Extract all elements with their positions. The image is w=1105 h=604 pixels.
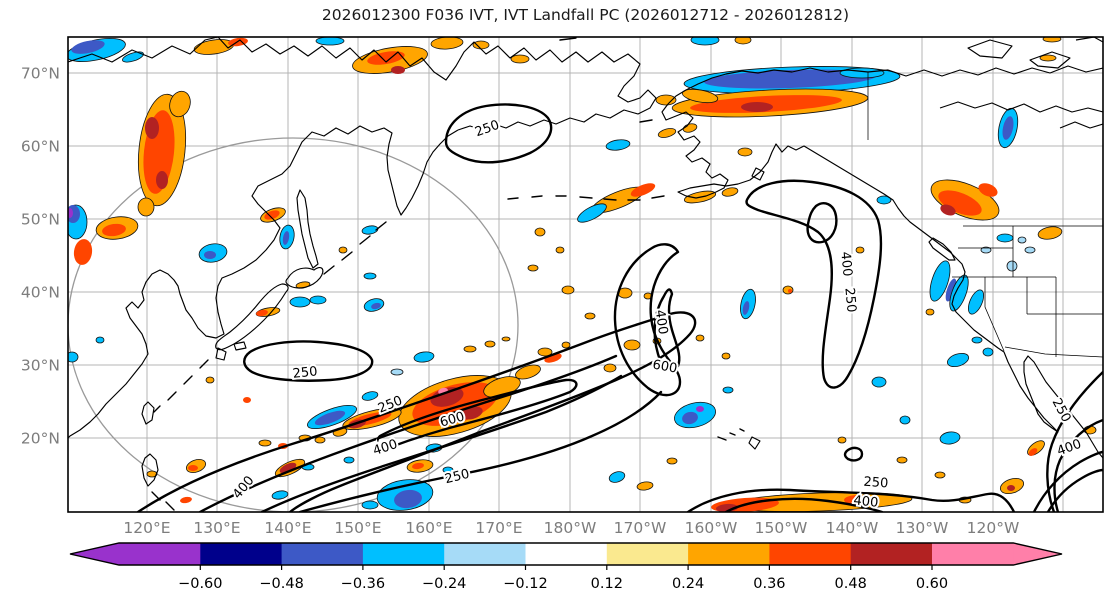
- svg-text:180°W: 180°W: [544, 519, 597, 537]
- svg-text:−0.12: −0.12: [503, 576, 547, 592]
- svg-text:140°W: 140°W: [826, 519, 879, 537]
- colorbar-over-arrow: [1013, 543, 1062, 565]
- svg-text:70°N: 70°N: [21, 64, 60, 82]
- svg-text:400: 400: [1055, 437, 1083, 460]
- svg-text:−0.60: −0.60: [178, 576, 222, 592]
- y-axis-labels: 70°N 60°N 50°N 40°N 30°N 20°N: [21, 64, 60, 447]
- svg-text:60°N: 60°N: [21, 137, 60, 155]
- svg-text:130°E: 130°E: [193, 519, 240, 537]
- svg-text:20°N: 20°N: [21, 429, 60, 447]
- svg-text:400: 400: [230, 473, 257, 502]
- ivt-contours: [136, 103, 1103, 512]
- svg-text:160°W: 160°W: [685, 519, 738, 537]
- svg-text:250: 250: [292, 364, 318, 382]
- svg-text:−0.48: −0.48: [259, 576, 303, 592]
- svg-text:30°N: 30°N: [21, 356, 60, 374]
- svg-text:50°N: 50°N: [21, 210, 60, 228]
- map-frame: [67, 36, 1104, 513]
- svg-text:140°E: 140°E: [264, 519, 311, 537]
- island-chains: [151, 37, 745, 511]
- svg-text:170°W: 170°W: [614, 519, 667, 537]
- x-axis-labels: 120°E 130°E 140°E 150°E 160°E 170°E 180°W 170°W…: [123, 519, 1019, 537]
- svg-text:−0.36: −0.36: [341, 576, 385, 592]
- svg-text:0.48: 0.48: [835, 576, 867, 592]
- svg-text:40°N: 40°N: [21, 283, 60, 301]
- svg-text:250: 250: [841, 287, 858, 313]
- anomaly-shading: [68, 37, 1097, 512]
- coastlines: [68, 37, 1103, 487]
- svg-text:400: 400: [853, 493, 879, 511]
- svg-text:150°W: 150°W: [755, 519, 808, 537]
- svg-text:160°E: 160°E: [405, 519, 452, 537]
- svg-text:150°E: 150°E: [334, 519, 381, 537]
- svg-text:250: 250: [473, 118, 501, 141]
- map-content: [68, 37, 1103, 512]
- svg-text:−0.24: −0.24: [422, 576, 466, 592]
- colorbar-under-arrow: [70, 543, 119, 565]
- svg-text:250: 250: [1049, 396, 1074, 425]
- svg-text:400: 400: [837, 251, 854, 277]
- state-borders: [867, 72, 1103, 358]
- svg-text:120°W: 120°W: [967, 519, 1020, 537]
- svg-text:0.12: 0.12: [591, 576, 623, 592]
- great-circle-ring: [68, 137, 519, 512]
- svg-text:120°E: 120°E: [123, 519, 170, 537]
- svg-text:600: 600: [651, 357, 678, 376]
- plot-title: 2026012300 F036 IVT, IVT Landfall PC (20…: [321, 6, 850, 24]
- svg-text:0.60: 0.60: [916, 576, 948, 592]
- svg-text:130°W: 130°W: [896, 519, 949, 537]
- svg-text:170°E: 170°E: [475, 519, 522, 537]
- svg-text:0.24: 0.24: [672, 576, 704, 592]
- svg-text:250: 250: [863, 475, 889, 492]
- svg-text:400: 400: [652, 309, 670, 336]
- svg-text:0.36: 0.36: [753, 576, 785, 592]
- colorbar: −0.60 −0.48 −0.36 −0.24 −0.12 0.12 0.24 0.36 0.4…: [69, 542, 1063, 592]
